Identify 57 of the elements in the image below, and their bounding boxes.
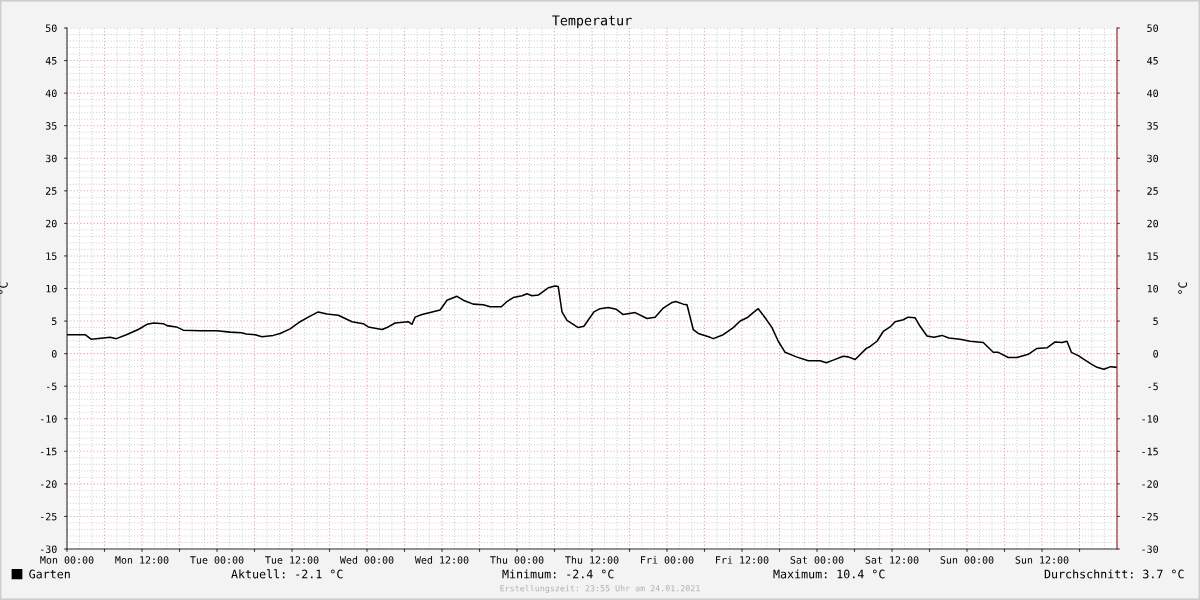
y2-tick-label: -20 [1142, 480, 1159, 488]
y2-tick-label: 50 [1147, 24, 1159, 32]
x-tick-label: Thu 00:00 [490, 556, 544, 564]
x-tick-label: Sun 12:00 [1015, 556, 1069, 564]
y-tick-label: -30 [40, 545, 57, 553]
line-series [67, 285, 1117, 371]
text: Aktuell: -2.1 °C [231, 569, 343, 579]
chart-title: Temperatur [552, 15, 632, 28]
y2-tick-label: 35 [1147, 122, 1158, 130]
y-tick-label: 35 [45, 122, 57, 130]
x-tick-label: Tue 12:00 [265, 556, 319, 564]
x-tick-label: Tue 00:00 [190, 556, 244, 564]
y-tick-label: -15 [40, 447, 57, 456]
y2-tick-label: 5 [1153, 317, 1158, 326]
x-tick-label: Wed 00:00 [339, 556, 394, 564]
y-tick-label: 0 [51, 350, 57, 358]
y-tick-label: 50 [45, 24, 57, 32]
y2-axis-title: °C [1178, 282, 1188, 294]
x-tick-label: Fri 00:00 [641, 556, 694, 564]
y-tick-label: 40 [45, 89, 57, 98]
y2-tick-label: 20 [1147, 219, 1159, 228]
y-tick-label: 45 [45, 57, 57, 65]
x-tick-label: Sat 00:00 [790, 556, 844, 564]
y-tick-label: 25 [45, 187, 57, 195]
y2-tick-label: -15 [1142, 447, 1158, 456]
y2-tick-label: -5 [1148, 382, 1158, 391]
y-tick-label: 10 [46, 284, 57, 293]
x-tick-label: Mon 00:00 [40, 556, 94, 564]
text: Minimum: -2.4 °C [502, 569, 614, 579]
y2-tick-label: 15 [1147, 252, 1158, 260]
y2-tick-label: 25 [1147, 187, 1158, 195]
y-tick-label: 20 [45, 219, 57, 228]
x-tick-label: Mon 12:00 [115, 556, 169, 564]
y2-tick-label: -10 [1142, 415, 1159, 423]
x-tick-label: Fri 12:00 [716, 556, 769, 564]
legend-label: Garten [29, 569, 70, 579]
y2-tick-label: -30 [1142, 545, 1159, 553]
text: Erstellungszeit: 23:55 Uhr am 24.01.2021 [500, 584, 700, 594]
y2-tick-label: 30 [1147, 154, 1159, 163]
y-tick-label: 30 [45, 154, 57, 163]
y-tick-label: -5 [46, 382, 57, 391]
y-tick-label: -10 [40, 415, 57, 423]
text: Maximum: 10.4 °C [773, 569, 885, 579]
y-tick-label: 15 [46, 252, 57, 260]
y2-tick-label: -25 [1142, 512, 1158, 521]
y-tick-label: 5 [51, 317, 57, 326]
y-tick-label: -25 [40, 512, 57, 521]
text: Durchschnitt: 3.7 °C [1044, 569, 1184, 579]
y2-tick-label: 10 [1147, 284, 1159, 293]
x-tick-label: Wed 12:00 [414, 556, 469, 564]
y2-tick-label: 45 [1147, 57, 1158, 65]
y2-tick-label: 0 [1153, 350, 1159, 358]
y2-tick-label: 40 [1147, 89, 1159, 98]
x-tick-label: Thu 12:00 [565, 556, 619, 564]
y-tick-label: -20 [40, 480, 57, 488]
x-tick-label: Sat 12:00 [865, 556, 919, 564]
x-tick-label: Sun 00:00 [940, 556, 994, 564]
